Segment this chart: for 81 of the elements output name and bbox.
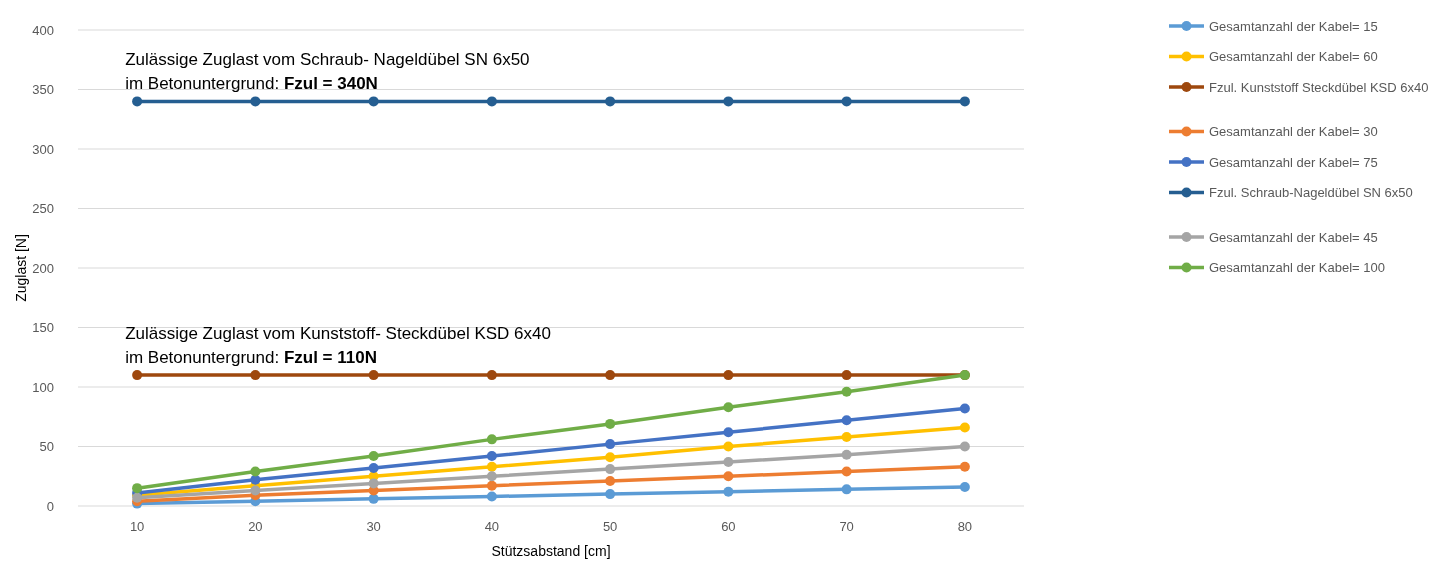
point — [959, 441, 970, 452]
point — [368, 493, 379, 504]
point — [723, 486, 734, 497]
x-tick-label: 10 — [129, 519, 145, 534]
point — [959, 422, 970, 433]
y-tick-label: 0 — [46, 498, 54, 514]
point — [605, 464, 616, 475]
point — [250, 370, 261, 381]
x-tick-label: 30 — [366, 519, 381, 534]
point — [723, 96, 734, 107]
point — [132, 370, 143, 381]
y-tick-label: 400 — [32, 22, 54, 38]
x-tick-label: 50 — [602, 519, 618, 534]
x-tick-label: 70 — [839, 519, 854, 534]
x-axis-title: Stützsabstand [cm] — [491, 543, 611, 559]
annotation: Zulässige Zuglast vom Kunststoff- Steckdübel KSD 6x40 im Betonuntergrund: Fzul = 110N — [125, 324, 551, 368]
legend-label: Gesamtanzahl der Kabel= 30 — [1209, 124, 1378, 140]
point — [368, 478, 379, 489]
point — [841, 484, 852, 495]
x-tick-label: 40 — [484, 519, 500, 534]
x-tick-label: 20 — [248, 519, 263, 534]
point — [959, 461, 970, 472]
point — [723, 427, 734, 438]
y-axis-title: Zuglast [N] — [13, 234, 29, 302]
point — [132, 483, 143, 494]
point — [841, 466, 852, 477]
point — [959, 403, 970, 414]
point — [959, 96, 970, 107]
point — [605, 452, 616, 463]
point — [723, 370, 734, 381]
point — [486, 480, 497, 491]
point — [841, 431, 852, 442]
point — [723, 456, 734, 467]
legend-label: Gesamtanzahl der Kabel= 100 — [1209, 260, 1385, 276]
legend-label: Fzul. Schraub-Nageldübel SN 6x50 — [1209, 185, 1413, 201]
point — [959, 481, 970, 492]
point — [250, 466, 261, 477]
point — [605, 370, 616, 381]
point — [486, 451, 497, 462]
y-tick-label: 100 — [32, 379, 54, 395]
point — [605, 489, 616, 500]
point — [368, 370, 379, 381]
point — [486, 491, 497, 502]
legend-label: Gesamtanzahl der Kabel= 75 — [1209, 154, 1378, 170]
y-tick-label: 250 — [32, 201, 54, 217]
x-tick-label: 60 — [721, 519, 736, 534]
y-tick-label: 50 — [39, 439, 54, 455]
point — [486, 370, 497, 381]
point — [841, 96, 852, 107]
point — [486, 434, 497, 445]
point — [368, 96, 379, 107]
legend-label: Gesamtanzahl der Kabel= 60 — [1209, 49, 1378, 65]
y-tick-label: 300 — [32, 141, 54, 157]
point — [486, 471, 497, 482]
point — [841, 370, 852, 381]
point — [486, 96, 497, 107]
point — [250, 485, 261, 496]
point — [723, 402, 734, 413]
point — [132, 96, 143, 107]
point — [841, 415, 852, 426]
legend-label: Gesamtanzahl der Kabel= 45 — [1209, 229, 1378, 245]
point — [368, 462, 379, 473]
point — [723, 471, 734, 482]
point — [250, 474, 261, 485]
legend-label: Gesamtanzahl der Kabel= 15 — [1209, 18, 1378, 34]
y-tick-label: 150 — [32, 320, 54, 336]
legend-label: Fzul. Kunststoff Steckdübel KSD 6x40 — [1209, 79, 1429, 95]
point — [605, 476, 616, 487]
point — [605, 418, 616, 429]
point — [723, 441, 734, 452]
point — [841, 386, 852, 397]
point — [605, 96, 616, 107]
point — [368, 451, 379, 462]
point — [605, 439, 616, 450]
x-tick-label: 80 — [957, 519, 973, 534]
y-tick-label: 200 — [32, 260, 54, 276]
annotation: Zulässige Zuglast vom Schraub- Nageldübel SN 6x50 im Betonuntergrund: Fzul = 340N — [125, 50, 530, 94]
y-tick-label: 350 — [32, 82, 54, 98]
point — [841, 449, 852, 460]
point — [250, 96, 261, 107]
point — [486, 461, 497, 472]
